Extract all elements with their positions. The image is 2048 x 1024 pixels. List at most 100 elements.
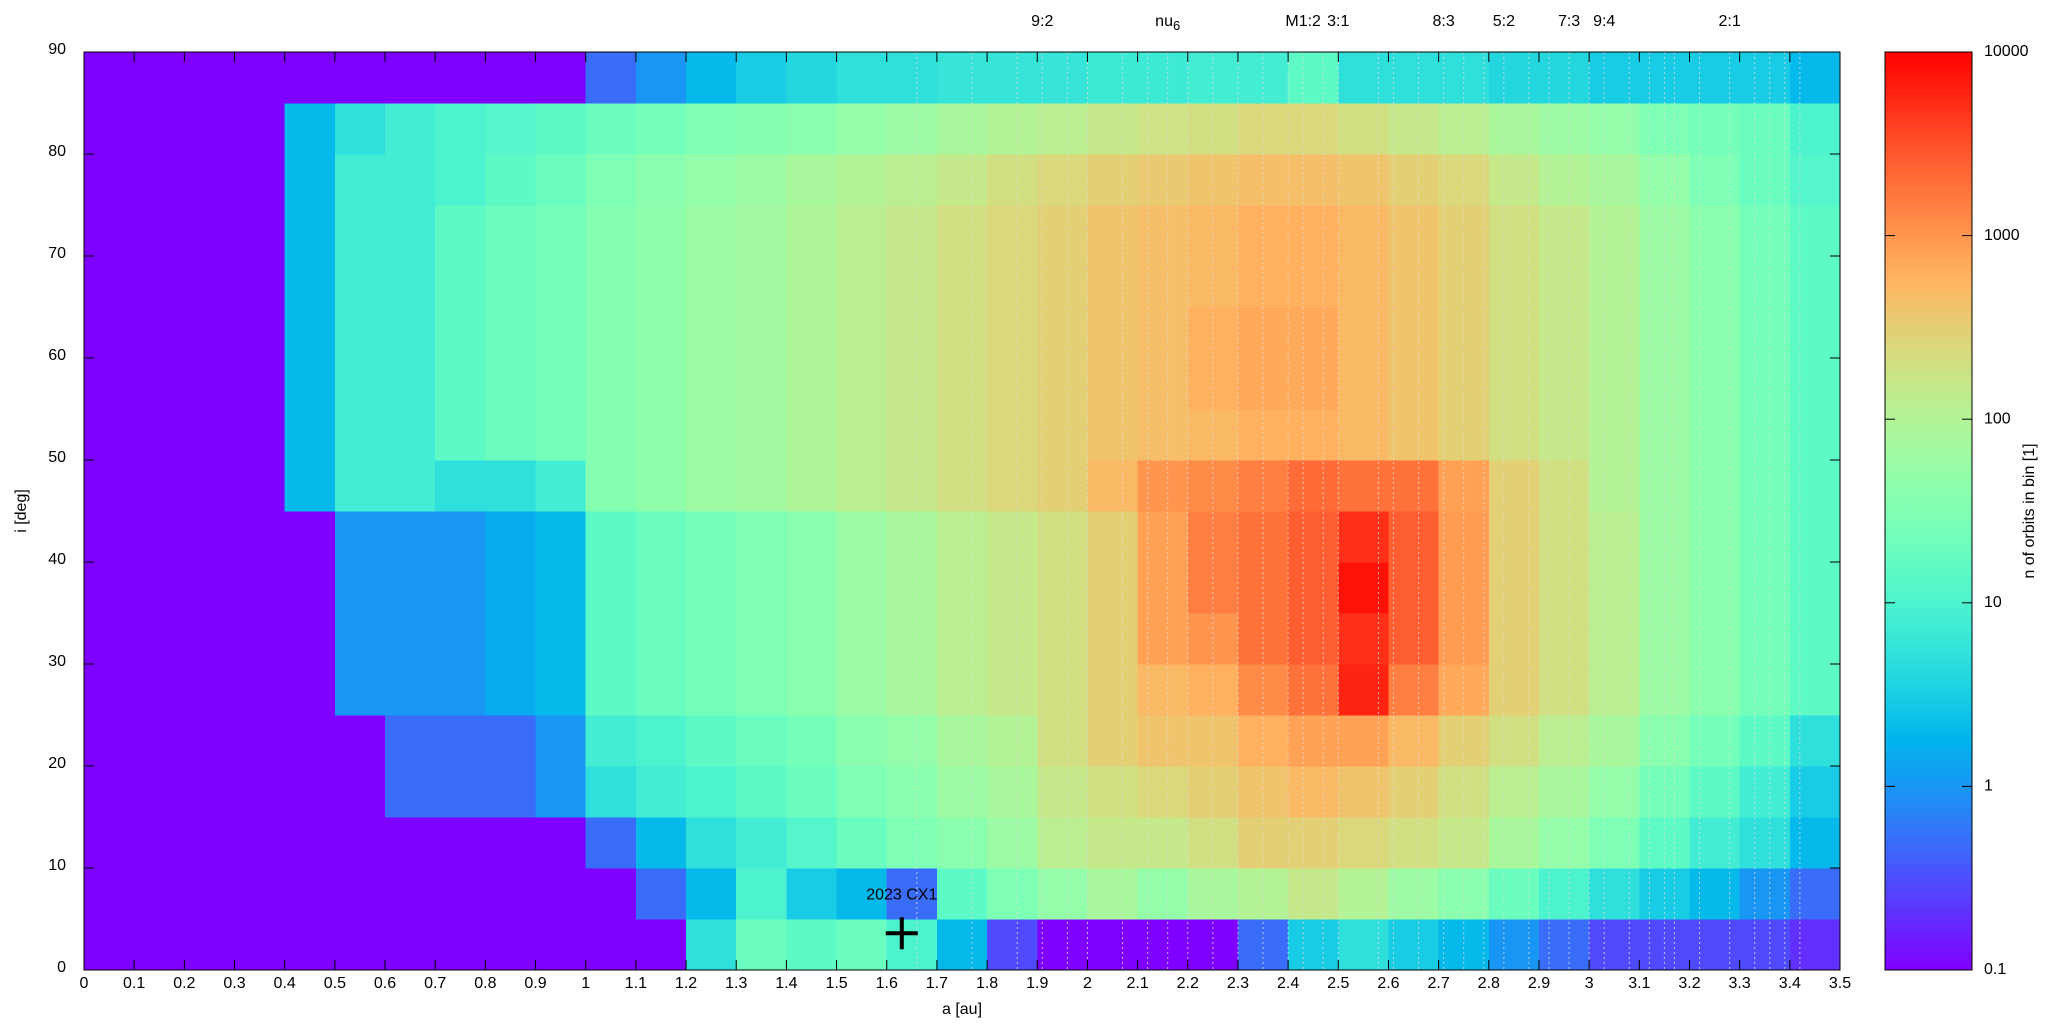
heatmap-cell [1789,613,1841,665]
heatmap-cell [435,103,486,155]
heatmap-cell [485,562,537,614]
heatmap-cell [686,103,737,155]
heatmap-cell [485,52,537,104]
heatmap-cell [1388,613,1440,665]
heatmap-cell [585,919,637,971]
heatmap-cell [1589,715,1640,767]
x-tick-label: 0.3 [223,975,245,992]
heatmap-cell [886,409,938,461]
heatmap-cell [134,613,185,665]
heatmap-cell [134,460,185,512]
heatmap-cell [1037,919,1088,971]
heatmap-cell [1338,154,1389,206]
heatmap-cell [485,409,537,461]
heatmap-cell [1739,511,1791,563]
heatmap-cell [234,817,286,869]
heatmap-cell [736,817,787,869]
heatmap-cell [635,664,687,716]
heatmap-cell [987,205,1038,257]
heatmap-cell [686,256,737,308]
heatmap-cell [535,664,587,716]
heatmap-cell [535,919,587,971]
heatmap-cell [987,817,1038,869]
heatmap-cell [635,358,687,410]
heatmap-cell [736,868,787,920]
heatmap-cell [1388,715,1440,767]
heatmap-cell [686,511,737,563]
heatmap-cell [435,460,486,512]
y-tick-label: 50 [48,449,66,466]
heatmap-cell [334,358,386,410]
heatmap-cell [786,103,838,155]
heatmap-cell [1288,256,1339,308]
x-tick-label: 0.5 [324,975,346,992]
heatmap-cell [435,766,486,818]
heatmap-cell [1288,868,1339,920]
heatmap-cell [836,409,888,461]
heatmap-cell [686,613,737,665]
heatmap-cell [435,613,486,665]
heatmap-cell [134,766,185,818]
heatmap-cell [1087,205,1139,257]
heatmap-cell [485,256,537,308]
heatmap-cell [1137,919,1189,971]
resonance-label: nu6 [1155,13,1180,33]
heatmap-cell [1739,562,1791,614]
heatmap-cell [1087,817,1139,869]
heatmap-cell [886,817,938,869]
heatmap-cell [936,154,988,206]
heatmap-cell [1538,664,1590,716]
resonance-label-text: 8:3 [1433,13,1455,30]
heatmap-cell [936,409,988,461]
heatmap-cell [385,868,436,920]
heatmap-cell [485,154,537,206]
heatmap-cell [385,154,436,206]
heatmap-cell [886,766,938,818]
marker-label: 2023 CX1 [866,886,937,903]
resonance-label: 2:1 [1718,13,1740,30]
heatmap-cell [1589,919,1640,971]
heatmap-cell [987,919,1038,971]
heatmap-cell [1037,307,1088,359]
heatmap-cell [284,256,336,308]
heatmap-cell [284,664,336,716]
heatmap-cell [585,154,637,206]
heatmap-cell [134,817,185,869]
heatmap-cell [936,664,988,716]
heatmap-cell [535,868,587,920]
heatmap-cell [635,868,687,920]
heatmap-cell [987,868,1038,920]
heatmap-cell [334,103,386,155]
heatmap-cell [1338,52,1389,104]
heatmap-cell [1538,919,1590,971]
heatmap-cell [1589,460,1640,512]
heatmap-cell [736,103,787,155]
heatmap-cell [84,409,135,461]
heatmap-cell [635,613,687,665]
heatmap-cell [1689,613,1741,665]
x-tick-label: 0.2 [173,975,195,992]
heatmap-cell [736,766,787,818]
heatmap-cell [836,52,888,104]
x-tick-label: 2 [1083,975,1092,992]
heatmap-cell [1037,817,1088,869]
heatmap-cell [635,52,687,104]
heatmap-cell [836,664,888,716]
heatmap-cell [485,358,537,410]
x-tick-label: 1.3 [725,975,747,992]
colorbar-tick-label: 1 [1984,778,1993,795]
heatmap-cell [736,919,787,971]
resonance-label-subscript: 6 [1173,18,1180,33]
heatmap-cell [635,256,687,308]
x-tick-label: 0.7 [424,975,446,992]
resonance-label-text: 2:1 [1718,13,1740,30]
heatmap-cell [786,817,838,869]
heatmap-cell [535,154,587,206]
heatmap-cell [886,103,938,155]
heatmap-cell [1037,613,1088,665]
y-tick-label: 30 [48,653,66,670]
heatmap-cell [1589,154,1640,206]
heatmap-cell [987,460,1038,512]
x-tick-label: 2.3 [1227,975,1249,992]
heatmap-cell [1689,511,1741,563]
